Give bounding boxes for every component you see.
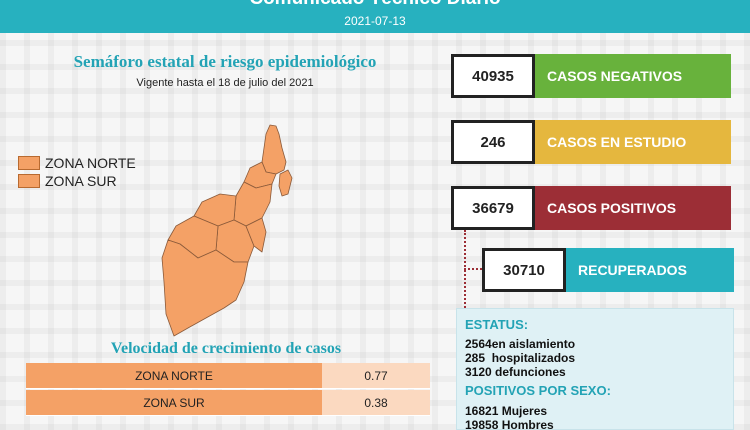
map-region-east <box>245 217 267 253</box>
zone-cell: ZONA NORTE <box>135 369 213 383</box>
value-cell: 0.38 <box>322 390 430 415</box>
stat-casos-positivos: 36679 CASOS POSITIVOS <box>451 186 731 230</box>
velocidad-title: Velocidad de crecimiento de casos <box>110 340 342 357</box>
legend-swatch-norte <box>18 156 40 170</box>
map-region-north <box>261 124 287 175</box>
stat-recuperados: 30710 RECUPERADOS <box>482 248 734 292</box>
velocidad-table: ZONA NORTE 0.77 ZONA SUR 0.38 <box>26 363 430 417</box>
casos-en-estudio-value: 246 <box>451 120 535 164</box>
report-title: Comunicado Técnico Diario <box>0 0 750 10</box>
recuperados-value: 30710 <box>482 248 566 292</box>
legend-item-sur: ZONA SUR <box>18 172 136 190</box>
casos-negativos-label: CASOS NEGATIVOS <box>535 54 731 98</box>
estatus-heading: ESTATUS: <box>465 317 529 332</box>
table-row: ZONA NORTE 0.77 <box>26 363 430 389</box>
casos-negativos-value: 40935 <box>451 54 535 98</box>
map-region-central <box>233 181 273 227</box>
header-banner: Comunicado Técnico Diario 2021-07-13 <box>0 0 750 33</box>
connector-line <box>464 230 482 270</box>
legend-item-norte: ZONA NORTE <box>18 154 136 172</box>
estatus-defunciones: 3120 defunciones <box>465 365 566 379</box>
semaforo-title: Semáforo estatal de riesgo epidemiológic… <box>73 52 377 71</box>
casos-positivos-label: CASOS POSITIVOS <box>535 186 731 230</box>
connector-line-2 <box>464 270 466 312</box>
estatus-aislamiento: 2564en aislamiento <box>465 337 576 351</box>
table-row: ZONA SUR 0.38 <box>26 390 430 416</box>
casos-positivos-value: 36679 <box>451 186 535 230</box>
semaforo-subtitle: Vigente hasta el 18 de julio del 2021 <box>136 77 314 89</box>
value-cell: 0.77 <box>322 363 430 388</box>
positivos-mujeres: 16821 Mujeres <box>465 404 548 418</box>
map-region-cozumel <box>278 169 293 197</box>
positivos-hombres: 19858 Hombres <box>465 418 554 430</box>
map-region-south <box>161 239 249 337</box>
legend-label-sur: ZONA SUR <box>45 173 117 189</box>
report-date: 2021-07-13 <box>344 14 406 28</box>
stat-casos-en-estudio: 246 CASOS EN ESTUDIO <box>451 120 731 164</box>
stat-casos-negativos: 40935 CASOS NEGATIVOS <box>451 54 731 98</box>
recuperados-label: RECUPERADOS <box>566 248 734 292</box>
casos-en-estudio-label: CASOS EN ESTUDIO <box>535 120 731 164</box>
positivos-sexo-heading: POSITIVOS POR SEXO: <box>465 383 611 398</box>
estatus-panel: ESTATUS: 2564en aislamiento 285 hospital… <box>456 308 734 430</box>
legend-label-norte: ZONA NORTE <box>45 155 136 171</box>
zone-cell: ZONA SUR <box>143 396 205 410</box>
state-map <box>161 124 293 337</box>
legend-swatch-sur <box>18 174 40 188</box>
estatus-hospitalizados: 285 hospitalizados <box>465 351 576 365</box>
zone-legend: ZONA NORTE ZONA SUR <box>18 154 136 190</box>
